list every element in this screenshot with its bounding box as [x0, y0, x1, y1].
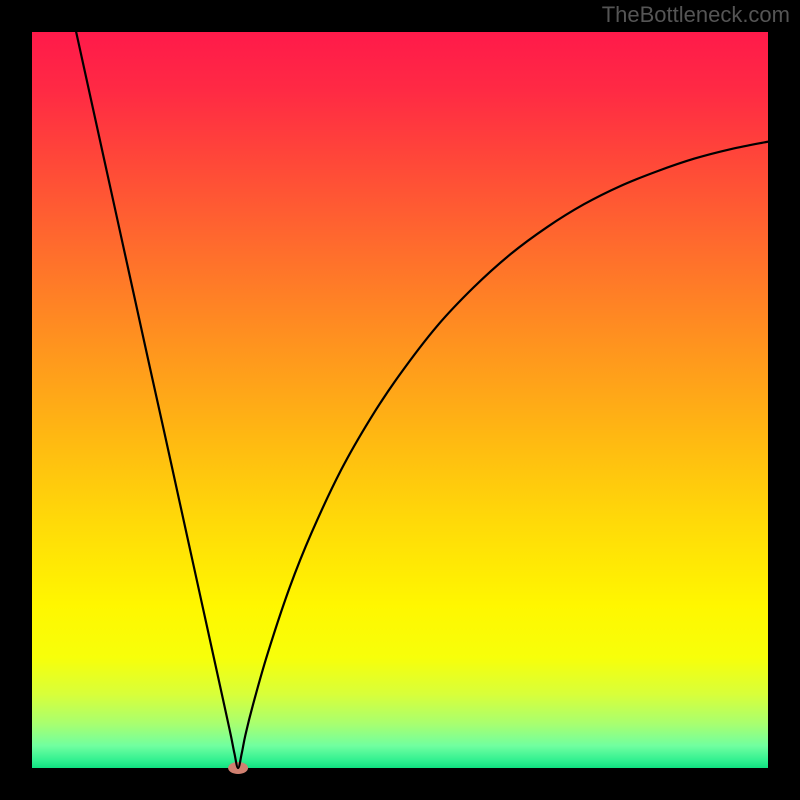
watermark-text: TheBottleneck.com [602, 2, 790, 28]
chart-svg [0, 0, 800, 800]
bottleneck-chart: TheBottleneck.com [0, 0, 800, 800]
